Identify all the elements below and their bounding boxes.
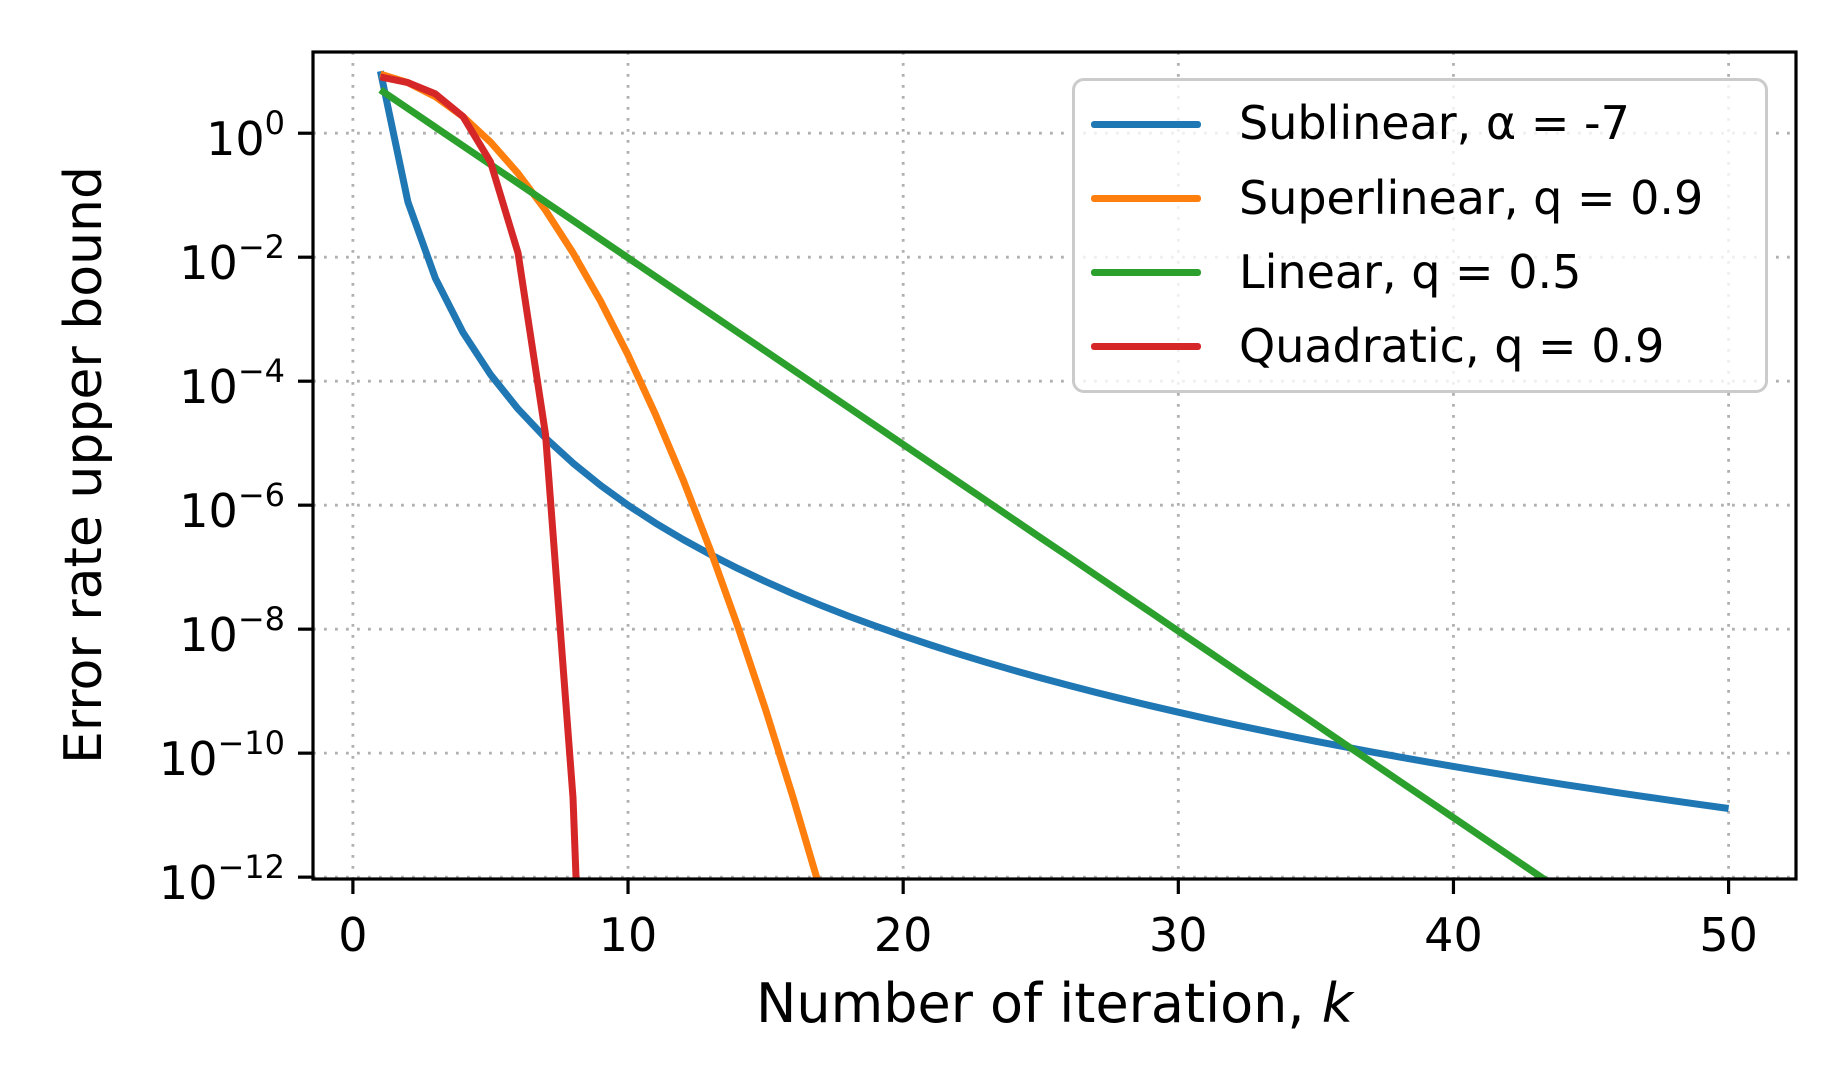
x-tick-label: 30 (1149, 908, 1208, 962)
x-tick-label: 40 (1424, 908, 1483, 962)
legend-label: Superlinear, q = 0.9 (1239, 170, 1704, 225)
y-tick-label: 10−4 (179, 352, 285, 414)
series-line-superlinear (379, 70, 821, 879)
legend-line-sample (1091, 343, 1201, 351)
x-axis-label: Number of iteration, k (313, 977, 1796, 1031)
y-tick-exponent: −2 (238, 228, 285, 266)
legend-line-sample (1091, 194, 1201, 202)
x-axis-label-text: Number of iteration, (755, 972, 1322, 1035)
x-tick-label: 20 (874, 908, 933, 962)
axes (298, 50, 1798, 894)
y-tick-label: 10−6 (179, 476, 285, 538)
x-axis-label-variable: k (1321, 972, 1354, 1035)
legend-entry-quadratic: Quadratic, q = 0.9 (1091, 319, 1765, 374)
y-tick-label: 10−2 (179, 228, 285, 290)
series-line-linear (378, 87, 1551, 879)
series-line-quadratic (379, 73, 580, 879)
y-tick-label: 10−12 (159, 848, 285, 910)
legend: Sublinear, α = -7 Superlinear, q = 0.9 Lin… (1072, 78, 1768, 393)
plot-spines (311, 50, 1798, 881)
legend-label: Linear, q = 0.5 (1239, 244, 1582, 299)
y-tick-label: 10−10 (159, 724, 285, 786)
legend-entry-sublinear: Sublinear, α = -7 (1091, 99, 1765, 149)
x-tick-label: 0 (338, 908, 367, 962)
series-group (376, 70, 1730, 879)
y-tick-exponent: −4 (238, 352, 285, 390)
y-tick-exponent: −8 (238, 600, 285, 638)
legend-entry-linear: Linear, q = 0.5 (1091, 244, 1765, 299)
legend-label: Quadratic, q = 0.9 (1239, 319, 1665, 374)
series-line-sublinear (376, 70, 1730, 812)
legend-line-sample (1091, 120, 1201, 128)
y-tick-label: 10−8 (179, 600, 285, 662)
x-tick-label: 50 (1699, 908, 1758, 962)
y-tick-label: 100 (206, 104, 285, 166)
y-axis-label: Error rate upper bound (54, 165, 114, 765)
legend-label: Sublinear, α = -7 (1239, 96, 1630, 151)
y-tick-exponent: 0 (265, 104, 285, 142)
y-tick-exponent: −12 (217, 848, 285, 886)
legend-entry-superlinear: Superlinear, q = 0.9 (1091, 170, 1765, 225)
y-tick-exponent: −6 (238, 476, 285, 514)
legend-line-sample (1091, 269, 1201, 277)
tick-labels: 0 10 20 30 40 50 100 10−2 10−4 10−6 10−8 10−10 10−12 (159, 104, 1758, 962)
y-tick-exponent: −10 (217, 724, 285, 762)
x-tick-label: 10 (599, 908, 658, 962)
